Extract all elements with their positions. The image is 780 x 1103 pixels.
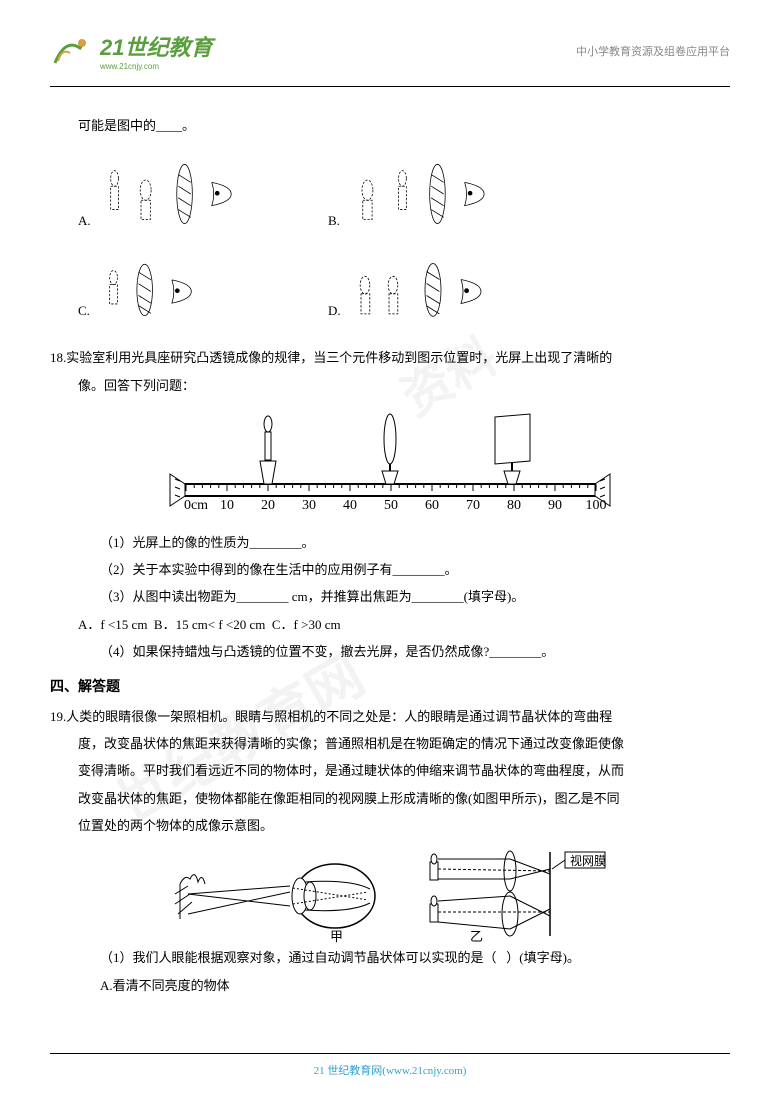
q18-4: （4）如果保持蜡烛与凸透镜的位置不变，撤去光屏，是否仍然成像?________。 — [50, 638, 730, 665]
svg-text:50: 50 — [384, 498, 398, 513]
svg-text:0cm: 0cm — [184, 498, 208, 513]
option-c-diagram — [98, 254, 238, 329]
main-content: 可能是图中的____。 A. B. — [50, 112, 730, 999]
q19-1: （1）我们人眼能根据观察对象，通过自动调节晶状体可以实现的是（ ）(填字母)。 — [50, 944, 730, 971]
q18-3-options: A．f <15 cm B．15 cm< f <20 cm C．f >30 cm — [50, 611, 730, 638]
svg-text:70: 70 — [466, 498, 480, 513]
jia-label: 甲 — [330, 929, 343, 944]
page-header: 21世纪教育 www.21cnjy.com 中小学教育资源及组卷应用平台 — [50, 0, 730, 86]
q18-3: （3）从图中读出物距为________ cm，并推算出焦距为________(填… — [50, 583, 730, 610]
section-4-title: 四、解答题 — [50, 673, 730, 702]
option-d: D. — [328, 254, 509, 329]
option-d-diagram — [349, 254, 509, 329]
logo-icon — [50, 33, 95, 68]
q19-line4: 改变晶状体的焦距，使物体都能在像距相同的视网膜上形成清晰的像(如图甲所示)，图乙… — [50, 785, 730, 812]
svg-text:60: 60 — [425, 498, 439, 513]
option-d-label: D. — [328, 297, 341, 324]
option-a-label: A. — [78, 207, 91, 234]
logo-main-text: 21世纪教育 — [100, 30, 212, 62]
optical-bench-diagram: 0cm 10 20 30 40 50 60 70 80 90 100 — [150, 409, 630, 519]
q19-1-a: A.看清不同亮度的物体 — [50, 972, 730, 999]
q18-2: （2）关于本实验中得到的像在生活中的应用例子有________。 — [50, 556, 730, 583]
svg-text:30: 30 — [302, 498, 316, 513]
option-c: C. — [78, 254, 328, 329]
options-row-2: C. D. — [50, 254, 730, 329]
q18-intro-line2: 像。回答下列问题： — [50, 372, 730, 399]
svg-text:20: 20 — [261, 498, 275, 513]
logo-section: 21世纪教育 www.21cnjy.com — [50, 30, 212, 71]
svg-text:40: 40 — [343, 498, 357, 513]
header-divider — [50, 86, 730, 87]
page-footer: 21 世纪教育网(www.21cnjy.com) — [50, 1053, 730, 1078]
option-c-label: C. — [78, 297, 90, 324]
logo-sub-text: www.21cnjy.com — [100, 62, 212, 71]
q19-intro: 19.人类的眼睛很像一架照相机。眼睛与照相机的不同之处是：人的眼睛是通过调节晶状… — [50, 703, 730, 730]
q19-line5: 位置处的两个物体的成像示意图。 — [50, 812, 730, 839]
svg-text:10: 10 — [220, 498, 234, 513]
q18-1: （1）光屏上的像的性质为________。 — [50, 529, 730, 556]
svg-text:100: 100 — [586, 498, 607, 513]
option-a-diagram — [99, 149, 239, 239]
q19-line3: 变得清晰。平时我们看远近不同的物体时，是通过睫状体的伸缩来调节晶状体的弯曲程度，… — [50, 757, 730, 784]
options-row-1: A. B. — [50, 149, 730, 239]
option-b: B. — [328, 149, 488, 239]
svg-text:90: 90 — [548, 498, 562, 513]
header-platform-text: 中小学教育资源及组卷应用平台 — [576, 43, 730, 59]
q19-line2: 度，改变晶状体的焦距来获得清晰的实像；普通照相机是在物距确定的情况下通过改变像距… — [50, 730, 730, 757]
option-b-label: B. — [328, 207, 340, 234]
footer-text: 21 世纪教育网(www.21cnjy.com) — [314, 1065, 467, 1077]
svg-text:80: 80 — [507, 498, 521, 513]
option-b-diagram — [348, 149, 488, 239]
option-a: A. — [78, 149, 328, 239]
eye-diagram: 甲 乙 视网膜 — [170, 844, 610, 944]
logo-text: 21世纪教育 www.21cnjy.com — [100, 30, 212, 71]
q18-intro-line1: 18.实验室利用光具座研究凸透镜成像的规律，当三个元件移动到图示位置时，光屏上出… — [50, 344, 730, 371]
retina-label: 视网膜 — [570, 853, 606, 868]
q17-continuation: 可能是图中的____。 — [50, 112, 730, 139]
yi-label: 乙 — [470, 929, 483, 944]
